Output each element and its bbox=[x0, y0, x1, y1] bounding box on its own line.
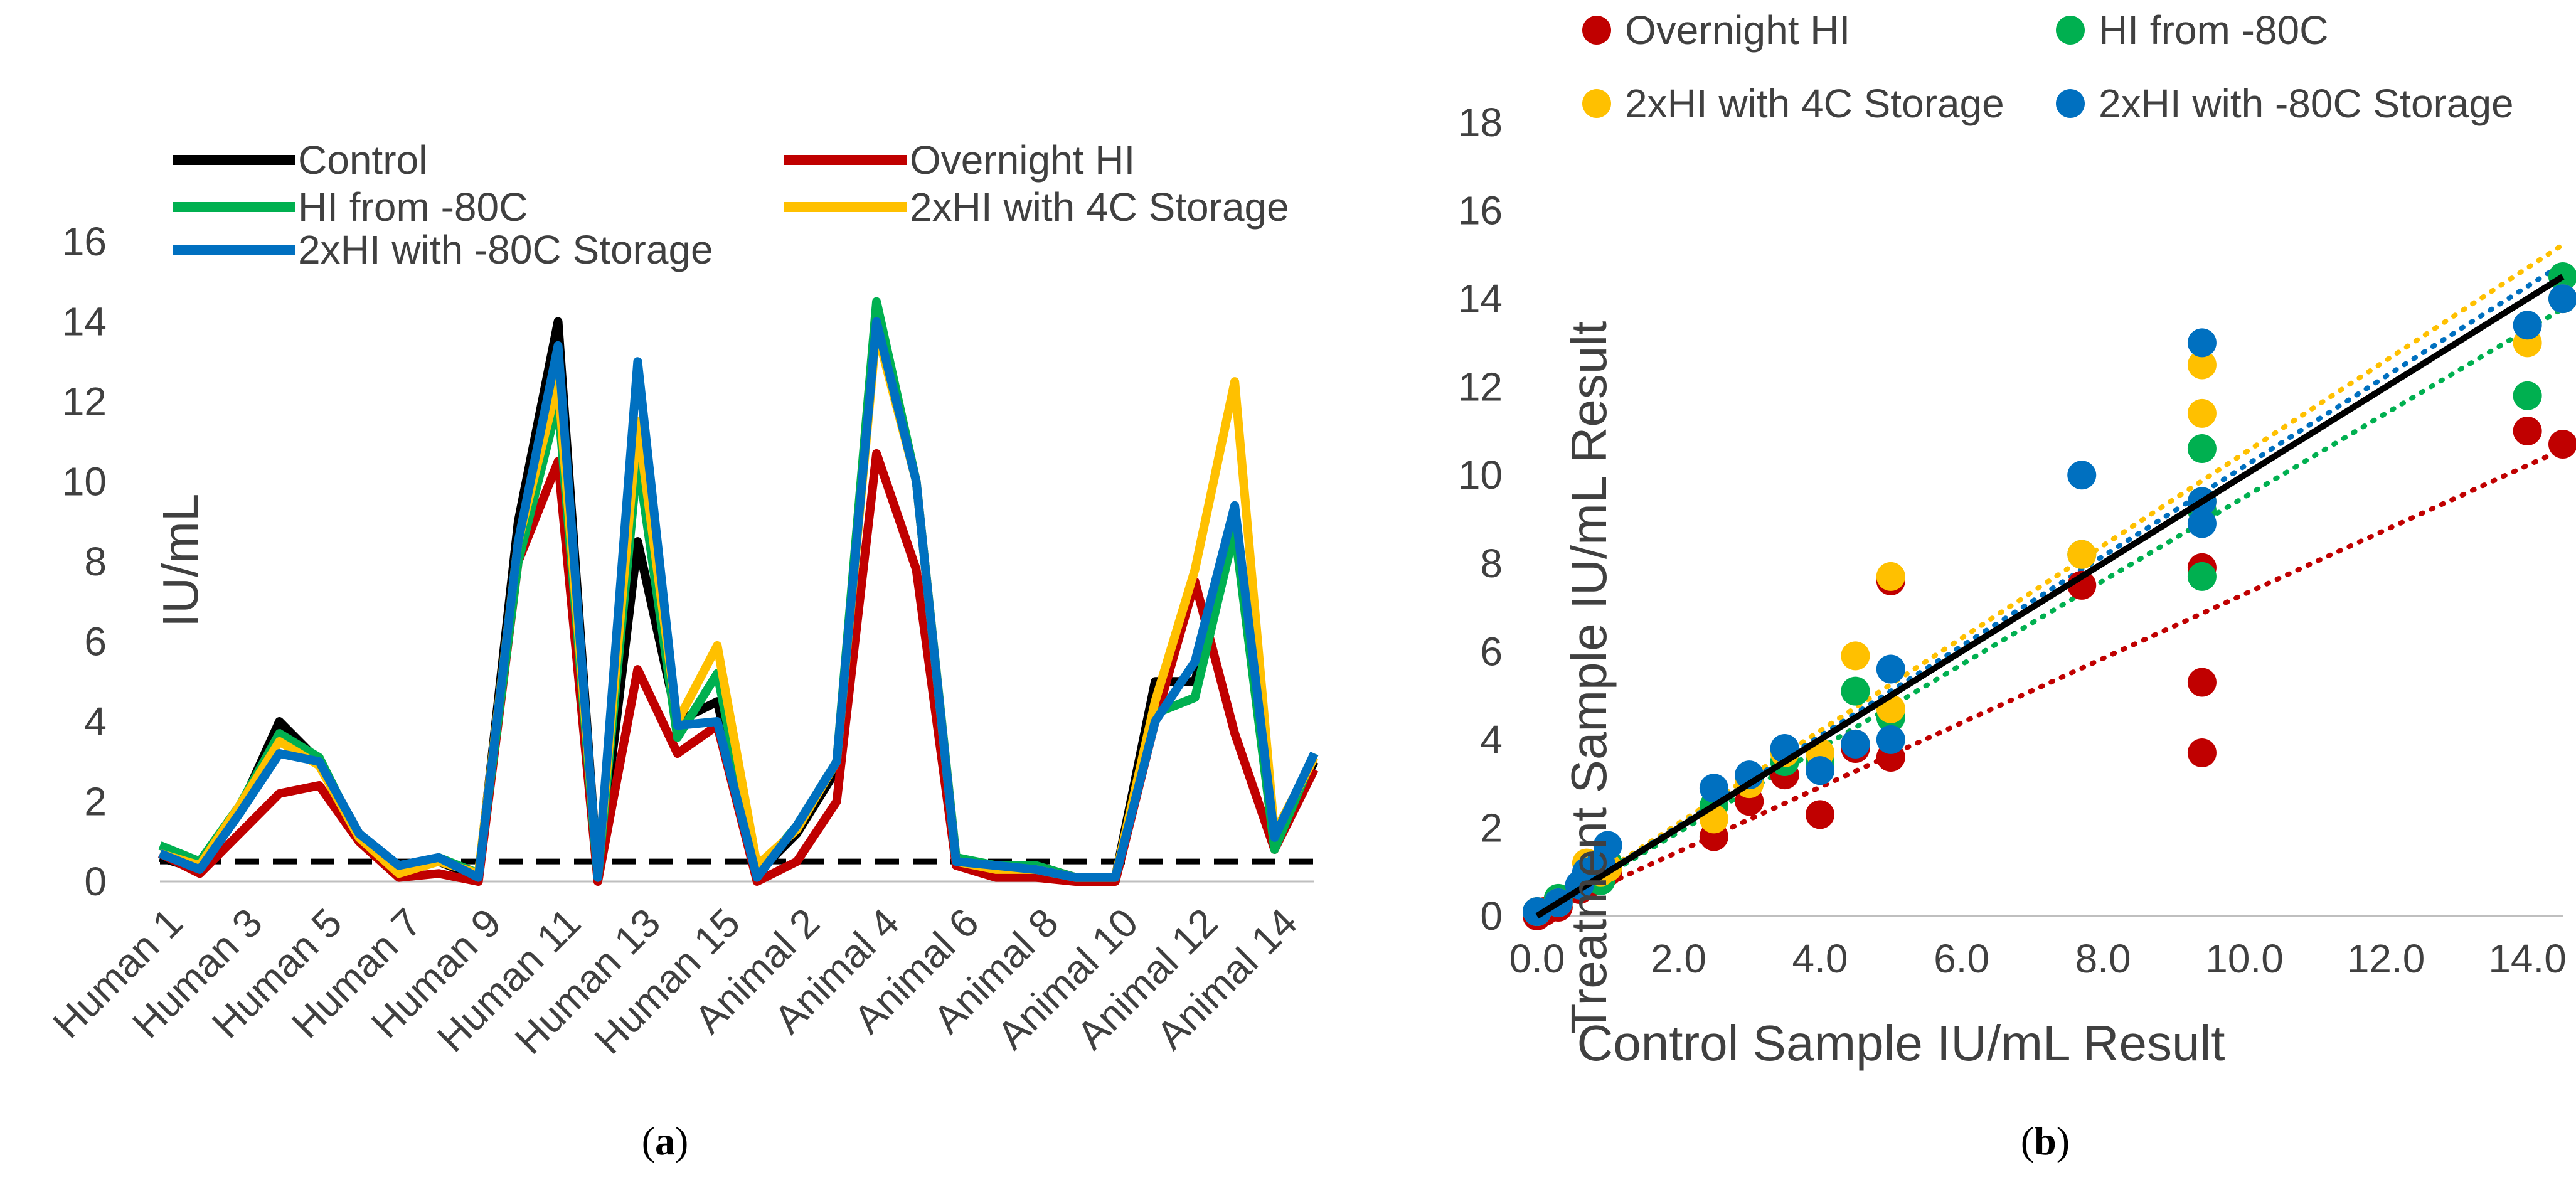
panel-a-y-tick-label: 2 bbox=[84, 779, 107, 824]
panel-b-x-tick-label: 10.0 bbox=[2205, 936, 2284, 981]
panel-b-y-tick-label: 12 bbox=[1458, 365, 1503, 410]
panel-b-point-series-4 bbox=[2187, 328, 2217, 358]
panel-a-y-ticks: 0 2 4 6 8 10 12 14 16 bbox=[62, 219, 107, 904]
panel-b-legend-marker bbox=[1582, 16, 1611, 45]
panel-b-point-series-1 bbox=[2548, 430, 2576, 459]
panel-a-y-tick-label: 8 bbox=[84, 539, 107, 584]
panel-b-point-series-4 bbox=[1806, 756, 1835, 785]
panel-b-y-tick-label: 0 bbox=[1480, 893, 1503, 939]
panel-b-legend-marker bbox=[2056, 89, 2085, 118]
panel-b-point-series-4 bbox=[2067, 461, 2097, 490]
panel-b-x-tick-label: 8.0 bbox=[2075, 936, 2131, 981]
panel-b-legend: Overnight HI HI from -80C 2xHI with 4C Sto… bbox=[1582, 8, 2514, 126]
panel-b-trendlines bbox=[1535, 242, 2565, 918]
panel-b-legend-marker bbox=[2056, 16, 2085, 45]
panel-b-point-series-4 bbox=[1876, 654, 1905, 684]
panel-a-y-tick-label: 16 bbox=[62, 219, 107, 264]
panel-b-x-tick-label: 6.0 bbox=[1934, 936, 1989, 981]
panel-b-point-series-2 bbox=[1841, 676, 1870, 706]
panel-b-point-series-3 bbox=[2067, 540, 2097, 569]
panel-a-y-tick-label: 0 bbox=[84, 859, 107, 904]
panel-b-identity-line bbox=[1535, 274, 2565, 919]
panel-b-trendline-1 bbox=[1535, 447, 2565, 918]
panel-b-legend-label: HI from -80C bbox=[2099, 8, 2328, 53]
panel-a-y-tick-label: 6 bbox=[84, 619, 107, 664]
panel-b-point-series-4 bbox=[1593, 831, 1622, 860]
panel-b-identity-line-path bbox=[1535, 274, 2565, 919]
panel-a-y-tick-label: 4 bbox=[84, 699, 107, 744]
panel-b-y-tick-label: 18 bbox=[1458, 100, 1503, 145]
panel-b-x-tick-label: 12.0 bbox=[2347, 936, 2425, 981]
panel-a-y-tick-label: 14 bbox=[62, 299, 107, 344]
panel-b-point-series-1 bbox=[2187, 668, 2217, 697]
panel-b-x-tick-label: 2.0 bbox=[1651, 936, 1706, 981]
panel-b-x-tick-label: 0.0 bbox=[1509, 936, 1565, 981]
panel-b-trendline-2 bbox=[1535, 306, 2565, 918]
panel-a-y-tick-label: 12 bbox=[62, 379, 107, 424]
panel-a-y-axis-title: IU/mL bbox=[152, 494, 208, 627]
panel-b-point-series-4 bbox=[2187, 509, 2217, 538]
panel-b-point-series-4 bbox=[1876, 725, 1905, 754]
panel-b-point-series-3 bbox=[2187, 398, 2217, 428]
panel-b-point-series-3 bbox=[1841, 641, 1870, 671]
panel-b-x-tick-label: 4.0 bbox=[1792, 936, 1848, 981]
panel-b-x-axis-title: Control Sample IU/mL Result bbox=[1577, 1015, 2225, 1071]
panel-a-series-line-2 bbox=[157, 449, 1319, 886]
panel-b-label: (b) bbox=[2021, 1119, 2070, 1163]
panel-b-y-tick-label: 14 bbox=[1458, 276, 1503, 321]
panel-b-y-tick-label: 2 bbox=[1480, 805, 1503, 850]
panel-a-y-tick-label: 10 bbox=[62, 459, 107, 504]
panel-b-point-series-4 bbox=[1699, 774, 1728, 803]
panel-b-x-ticks: 0.0 2.0 4.0 6.0 8.0 10.0 12.0 14.0 bbox=[1509, 936, 2567, 981]
panel-b-y-axis-title: Treatment Sample IU/mL Result bbox=[1561, 321, 1617, 1035]
panel-b-point-series-4 bbox=[2513, 311, 2542, 340]
panel-a-legend-label: Control bbox=[298, 137, 427, 183]
panel-b-point-series-1 bbox=[2513, 416, 2542, 445]
panel-a-legend-label: Overnight HI bbox=[910, 137, 1135, 183]
panel-b-point-series-1 bbox=[2187, 738, 2217, 767]
panel-b-point-series-2 bbox=[2513, 381, 2542, 410]
panel-a-series-line-5 bbox=[158, 317, 1319, 882]
panel-a-label: (a) bbox=[642, 1119, 689, 1163]
panel-b-point-series-2 bbox=[2187, 562, 2217, 591]
panel-b-legend-marker bbox=[1582, 89, 1611, 118]
panel-b-y-tick-label: 4 bbox=[1480, 717, 1503, 762]
panel-b-point-series-2 bbox=[2187, 434, 2217, 464]
panel-b-y-tick-label: 8 bbox=[1480, 541, 1503, 586]
panel-b-y-tick-label: 6 bbox=[1480, 629, 1503, 674]
panel-b-y-tick-label: 16 bbox=[1458, 188, 1503, 233]
panel-a-legend-label: 2xHI with -80C Storage bbox=[298, 227, 713, 272]
panel-b-point-series-3 bbox=[2187, 350, 2217, 380]
panel-b-point-series-1 bbox=[1806, 800, 1835, 829]
panel-a-legend-label: 2xHI with 4C Storage bbox=[910, 184, 1289, 230]
panel-b-x-tick-label: 14.0 bbox=[2488, 936, 2567, 981]
panel-b-y-tick-label: 10 bbox=[1458, 452, 1503, 498]
panel-a-series bbox=[157, 297, 1319, 886]
panel-b-trendline-3 bbox=[1535, 242, 2565, 918]
panel-b-legend-label: 2xHI with 4C Storage bbox=[1625, 81, 2004, 126]
panel-b-legend-label: Overnight HI bbox=[1625, 8, 1850, 53]
panel-b-legend-label: 2xHI with -80C Storage bbox=[2099, 81, 2514, 126]
panel-b-point-series-4 bbox=[1841, 729, 1870, 759]
panel-b-point-series-3 bbox=[1876, 562, 1905, 591]
panel-b-point-series-4 bbox=[2548, 284, 2576, 314]
panel-a-legend-label: HI from -80C bbox=[298, 184, 528, 230]
panel-b-scatter-chart: 0 2 4 6 8 10 12 14 16 18 0.0 2.0 4.0 6.0 8.0 10.0 12.0 1… bbox=[1458, 8, 2576, 1163]
panel-b-y-ticks: 0 2 4 6 8 10 12 14 16 18 bbox=[1458, 100, 1503, 939]
